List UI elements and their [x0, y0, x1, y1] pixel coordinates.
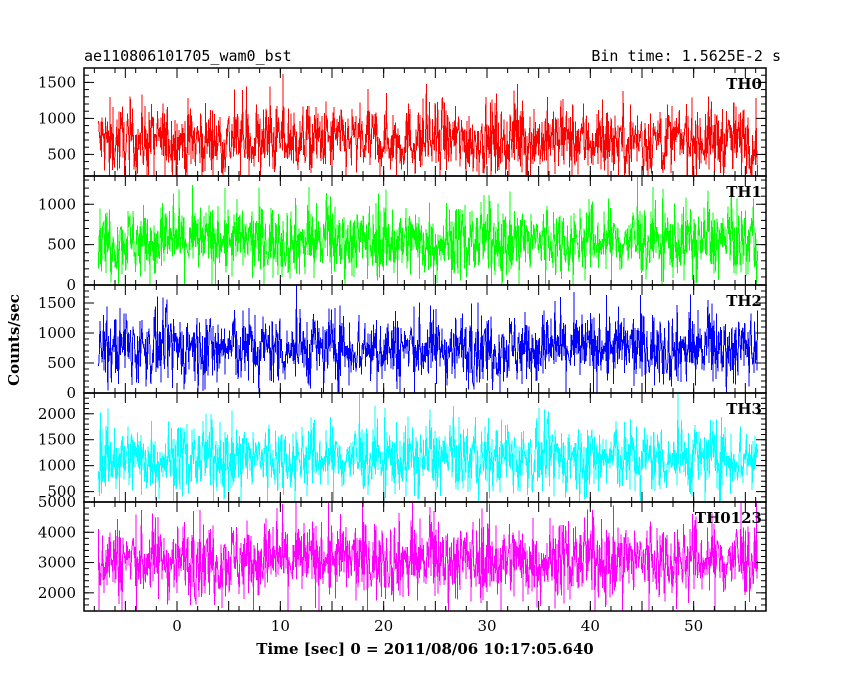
- y-tick-label: 3000: [38, 554, 76, 572]
- y-tick-label: 1000: [38, 109, 76, 127]
- bin-time-label: Bin time: 1.5625E-2 s: [591, 47, 781, 65]
- y-tick-label: 2000: [38, 584, 76, 602]
- panel-th2: 0 500 1000 1500 TH2: [38, 284, 767, 402]
- y-tick-label: 1500: [38, 294, 76, 312]
- panel-name-label: TH2: [726, 292, 762, 310]
- y-tick-label: 500: [47, 483, 76, 501]
- panel-th0123: 2000 3000 4000 5000 TH0123: [38, 493, 767, 612]
- panel-name-label: TH3: [726, 400, 762, 418]
- y-tick-label: 0: [66, 276, 76, 294]
- series-th2-line: [98, 285, 758, 393]
- y-tick-label: 500: [47, 236, 76, 254]
- x-tick-label: 10: [271, 617, 290, 635]
- y-tick-label: 4000: [38, 523, 76, 541]
- series-th0123-line: [98, 502, 758, 611]
- chart-title: ae110806101705_wam0_bst: [84, 47, 292, 65]
- y-axis-label: Counts/sec: [5, 294, 23, 386]
- x-tick-label: 50: [684, 617, 703, 635]
- x-tick-label: 0: [172, 617, 182, 635]
- y-tick-label: 2000: [38, 405, 76, 423]
- x-tick-label: 40: [581, 617, 600, 635]
- y-tick-label: 0: [66, 384, 76, 402]
- series-th3-line: [98, 393, 758, 502]
- panel-th3: 500 1000 1500 2000 TH3: [38, 392, 767, 503]
- panel-name-label: TH0: [726, 75, 762, 93]
- series-th1-line: [98, 176, 758, 285]
- y-tick-label: 1000: [38, 324, 76, 342]
- y-tick-label: 1500: [38, 431, 76, 449]
- x-axis-label: Time [sec] 0 = 2011/08/06 10:17:05.640: [256, 640, 593, 658]
- y-tick-label: 1000: [38, 195, 76, 213]
- y-tick-label: 500: [47, 145, 76, 163]
- y-tick-label: 1500: [38, 73, 76, 91]
- x-tick-label: 30: [477, 617, 496, 635]
- y-tick-label: 5000: [38, 493, 76, 511]
- panel-name-label: TH0123: [695, 509, 762, 527]
- y-tick-label: 500: [47, 354, 76, 372]
- panel-name-label: TH1: [726, 183, 762, 201]
- series-th0-line: [98, 73, 758, 176]
- panel-th1: 0 500 1000 TH1: [38, 175, 767, 294]
- panel-th0: 500 1000 1500 TH0: [38, 67, 767, 177]
- y-tick-label: 1000: [38, 457, 76, 475]
- x-tick-label: 20: [374, 617, 393, 635]
